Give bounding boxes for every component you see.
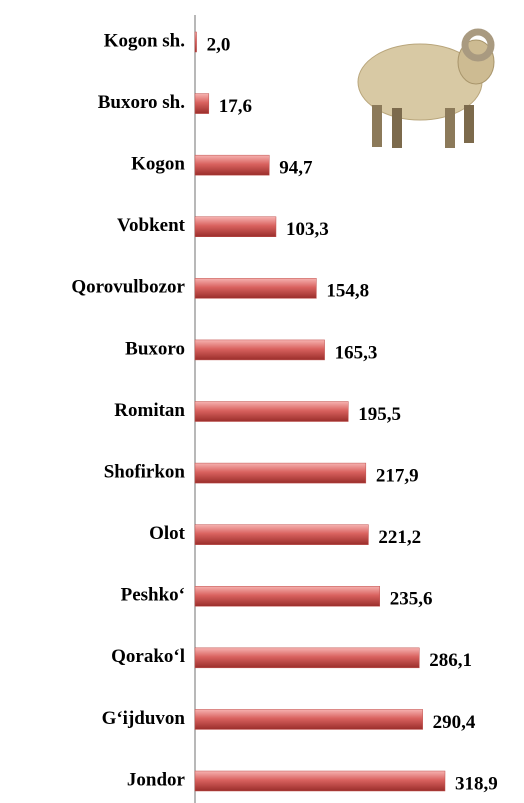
value-label: 235,6 <box>390 589 433 610</box>
bar <box>194 524 369 545</box>
category-label: Qorovulbozor <box>71 277 185 298</box>
bar <box>194 709 423 730</box>
bar <box>194 586 380 607</box>
value-label: 221,2 <box>378 527 421 548</box>
category-label: Romitan <box>114 400 185 421</box>
value-label: 217,9 <box>376 465 419 486</box>
category-label: Vobkent <box>117 215 186 236</box>
bar <box>194 462 367 484</box>
bar <box>194 93 210 114</box>
value-label: 17,6 <box>219 96 252 117</box>
bar <box>194 31 197 53</box>
value-label: 103,3 <box>286 219 329 240</box>
category-label: Shofirkon <box>104 461 186 482</box>
bar <box>194 770 446 792</box>
value-label: 286,1 <box>429 650 472 671</box>
value-label: 195,5 <box>358 404 401 425</box>
value-label: 290,4 <box>433 712 476 733</box>
category-label: Buxoro <box>125 338 185 359</box>
category-label: Olot <box>149 523 186 544</box>
value-label: 2,0 <box>207 34 231 55</box>
category-label: G‘ijduvon <box>102 708 186 729</box>
sheep-picture <box>357 28 495 148</box>
value-label: 154,8 <box>326 281 369 302</box>
category-label: Buxoro sh. <box>98 92 185 113</box>
bar <box>194 216 277 237</box>
bar <box>194 339 325 361</box>
bar <box>194 278 317 299</box>
category-label: Peshko‘ <box>121 585 185 606</box>
bar <box>194 401 349 422</box>
category-label: Qorako‘l <box>111 646 185 667</box>
bar <box>194 154 270 176</box>
bar <box>194 647 420 669</box>
category-label: Jondor <box>127 769 186 790</box>
value-label: 94,7 <box>279 158 313 179</box>
value-label: 318,9 <box>455 773 498 794</box>
value-label: 165,3 <box>335 342 378 363</box>
category-label: Kogon <box>131 154 185 175</box>
category-label: Kogon sh. <box>104 30 185 51</box>
